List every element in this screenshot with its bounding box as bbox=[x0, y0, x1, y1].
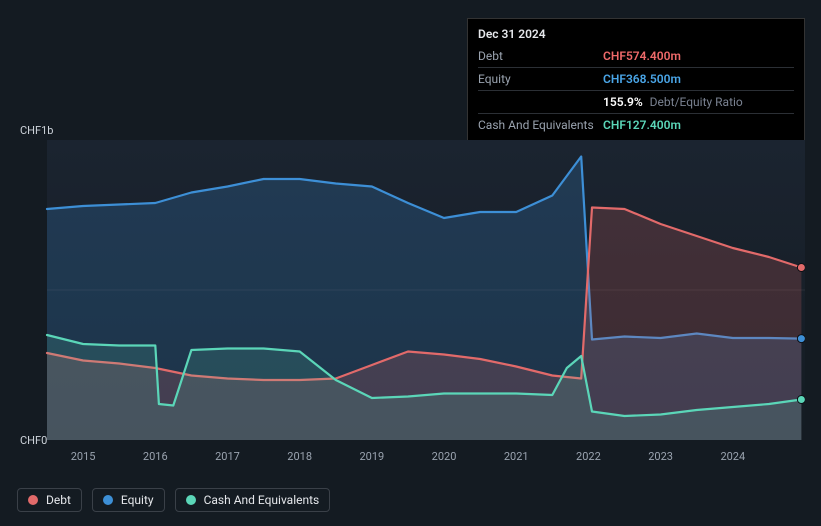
tooltip-label: Debt bbox=[478, 47, 603, 65]
tooltip-note: Debt/Equity Ratio bbox=[647, 95, 743, 109]
tooltip-label: Equity bbox=[478, 70, 603, 88]
legend-swatch bbox=[103, 495, 113, 505]
legend-swatch bbox=[28, 495, 38, 505]
tooltip-value: CHF368.500m bbox=[603, 70, 681, 88]
tooltip-date: Dec 31 2024 bbox=[478, 25, 794, 43]
svg-text:CHF1b: CHF1b bbox=[20, 124, 53, 137]
tooltip-row: DebtCHF574.400m bbox=[478, 45, 794, 67]
debt-equity-chart: CHF1b CHF0 2015 2016 2017 2018 2019 2020 2021 202… bbox=[17, 120, 805, 520]
svg-text:2018: 2018 bbox=[287, 450, 312, 463]
legend-label: Equity bbox=[121, 493, 154, 507]
svg-text:2021: 2021 bbox=[504, 450, 529, 463]
legend-swatch bbox=[186, 495, 196, 505]
svg-text:2019: 2019 bbox=[359, 450, 384, 463]
chart-legend: Debt Equity Cash And Equivalents bbox=[17, 488, 330, 512]
tooltip-value: CHF574.400m bbox=[603, 47, 681, 65]
svg-text:2022: 2022 bbox=[576, 450, 601, 463]
svg-text:2016: 2016 bbox=[143, 450, 168, 463]
tooltip-value: 155.9% Debt/Equity Ratio bbox=[603, 93, 743, 111]
svg-text:2015: 2015 bbox=[71, 450, 96, 463]
legend-item-equity[interactable]: Equity bbox=[92, 488, 165, 512]
legend-label: Cash And Equivalents bbox=[204, 493, 320, 507]
svg-text:CHF0: CHF0 bbox=[20, 434, 47, 447]
legend-label: Debt bbox=[46, 493, 71, 507]
tooltip-row: EquityCHF368.500m bbox=[478, 67, 794, 90]
legend-item-cash-and-equivalents[interactable]: Cash And Equivalents bbox=[175, 488, 331, 512]
tooltip-row: 155.9% Debt/Equity Ratio bbox=[478, 90, 794, 113]
svg-text:2020: 2020 bbox=[432, 450, 457, 463]
legend-item-debt[interactable]: Debt bbox=[17, 488, 82, 512]
svg-text:2023: 2023 bbox=[648, 450, 673, 463]
tooltip-label bbox=[478, 93, 603, 111]
svg-text:2024: 2024 bbox=[720, 450, 745, 463]
svg-text:2017: 2017 bbox=[215, 450, 240, 463]
